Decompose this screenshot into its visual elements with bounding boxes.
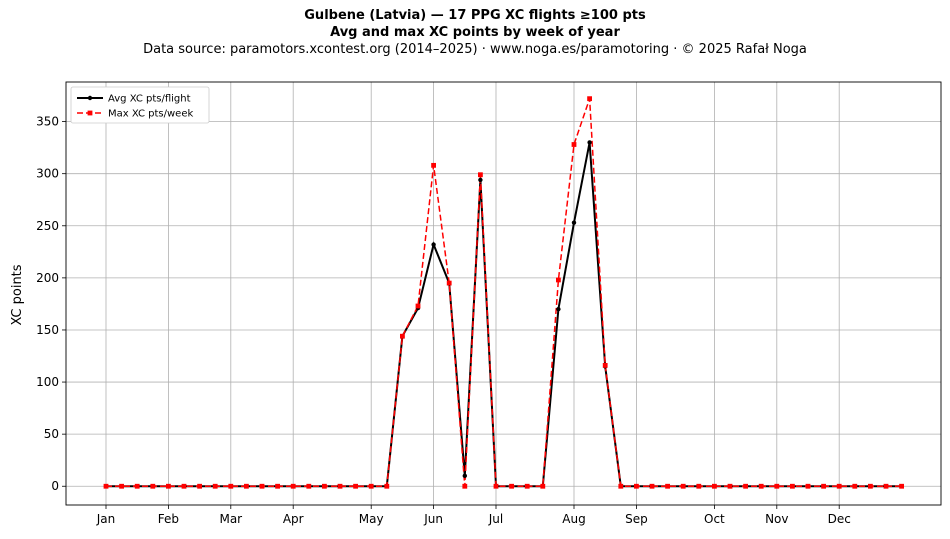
plot-frame bbox=[65, 81, 942, 506]
max-data-point bbox=[571, 142, 577, 147]
avg-data-point bbox=[587, 140, 592, 145]
max-data-point bbox=[618, 483, 624, 489]
max-data-point bbox=[774, 483, 780, 489]
max-data-point bbox=[758, 483, 764, 489]
max-data-point bbox=[306, 483, 312, 489]
y-tick-label: 50 bbox=[44, 427, 59, 441]
x-tick-label: Jul bbox=[488, 512, 503, 526]
x-tick-label: Dec bbox=[828, 512, 851, 526]
legend-avg-marker bbox=[87, 95, 93, 101]
avg-data-point bbox=[478, 177, 483, 183]
series-layer bbox=[103, 96, 904, 489]
legend-label: Max XC pts/week bbox=[108, 109, 193, 120]
y-tick-label: 300 bbox=[36, 167, 59, 181]
max-data-point bbox=[836, 483, 842, 489]
max-data-point bbox=[587, 96, 592, 102]
avg-data-point bbox=[556, 306, 561, 312]
avg-series-line bbox=[106, 142, 902, 488]
max-data-point bbox=[727, 483, 733, 489]
max-data-point bbox=[353, 483, 358, 489]
y-tick-label: 150 bbox=[36, 323, 59, 337]
y-tick-label: 200 bbox=[36, 271, 59, 285]
x-tick-label: Jan bbox=[96, 512, 116, 526]
y-tick-label: 250 bbox=[36, 219, 59, 233]
max-data-point bbox=[462, 483, 468, 489]
y-tick-label: 0 bbox=[51, 479, 59, 493]
max-data-point bbox=[524, 483, 530, 489]
chart-subtitle: Avg and max XC points by week of year bbox=[330, 25, 620, 40]
max-data-point bbox=[337, 483, 343, 489]
max-data-point bbox=[384, 483, 390, 489]
max-data-point bbox=[649, 483, 655, 489]
max-data-point bbox=[493, 483, 499, 489]
max-data-point bbox=[899, 483, 904, 489]
max-data-point bbox=[181, 483, 187, 489]
axes: Jan Feb Mar Apr May Jun Jul Aug Sep Oct Nov Dec 0 50 1… bbox=[36, 81, 942, 526]
max-data-point bbox=[244, 483, 249, 489]
max-data-point bbox=[821, 483, 826, 489]
max-data-point bbox=[883, 483, 889, 489]
x-tick-label: Apr bbox=[283, 512, 304, 526]
max-data-point bbox=[166, 483, 171, 489]
x-tick-label: Jun bbox=[423, 512, 443, 526]
max-data-point bbox=[743, 483, 748, 489]
max-data-point bbox=[368, 483, 374, 489]
y-tick-label: 100 bbox=[36, 375, 59, 389]
max-data-point bbox=[696, 483, 702, 489]
max-data-point bbox=[103, 483, 109, 489]
y-tick-label: 350 bbox=[36, 115, 59, 129]
max-data-point bbox=[790, 483, 795, 489]
max-data-point bbox=[712, 483, 717, 489]
legend-max-marker bbox=[87, 110, 93, 116]
max-data-point bbox=[150, 483, 156, 489]
data-source-note: Data source: paramotors.xcontest.org (20… bbox=[143, 42, 807, 57]
max-data-point bbox=[478, 172, 483, 178]
max-data-point bbox=[212, 483, 218, 489]
avg-data-point bbox=[431, 242, 436, 247]
max-data-point bbox=[431, 162, 436, 168]
max-data-point bbox=[197, 483, 202, 489]
max-data-point bbox=[556, 277, 561, 283]
max-data-point bbox=[275, 483, 280, 489]
x-tick-label: Oct bbox=[704, 512, 725, 526]
max-data-point bbox=[602, 362, 608, 368]
legend: Avg XC pts/flight Max XC pts/week bbox=[70, 86, 210, 124]
avg-data-point bbox=[571, 220, 577, 225]
max-data-point bbox=[868, 483, 873, 489]
x-tick-label: Aug bbox=[562, 512, 585, 526]
legend-label: Avg XC pts/flight bbox=[108, 94, 191, 105]
max-data-point bbox=[805, 483, 811, 489]
legend-box bbox=[70, 86, 210, 124]
max-data-point bbox=[852, 483, 858, 489]
x-tick-label: Sep bbox=[625, 512, 648, 526]
x-tick-label: May bbox=[359, 512, 384, 526]
max-data-point bbox=[290, 483, 296, 489]
max-data-point bbox=[322, 483, 327, 489]
max-data-point bbox=[446, 280, 452, 286]
avg-data-point bbox=[462, 473, 467, 479]
chart-title: Gulbene (Latvia) — 17 PPG XC flights ≥10… bbox=[304, 8, 646, 23]
y-axis-label: XC points bbox=[10, 264, 25, 325]
grid bbox=[66, 82, 941, 505]
max-series-line bbox=[106, 98, 902, 487]
max-data-point bbox=[119, 483, 124, 489]
max-data-point bbox=[665, 483, 670, 489]
x-tick-label: Nov bbox=[765, 512, 788, 526]
max-data-point bbox=[134, 483, 140, 489]
max-data-point bbox=[509, 483, 514, 489]
x-tick-label: Mar bbox=[219, 512, 242, 526]
max-data-point bbox=[415, 303, 421, 309]
max-data-point bbox=[680, 483, 686, 489]
max-data-point bbox=[228, 483, 234, 489]
max-data-point bbox=[540, 483, 546, 489]
max-data-point bbox=[400, 333, 405, 339]
max-data-point bbox=[259, 483, 265, 489]
x-tick-label: Feb bbox=[158, 512, 179, 526]
max-data-point bbox=[634, 483, 639, 489]
